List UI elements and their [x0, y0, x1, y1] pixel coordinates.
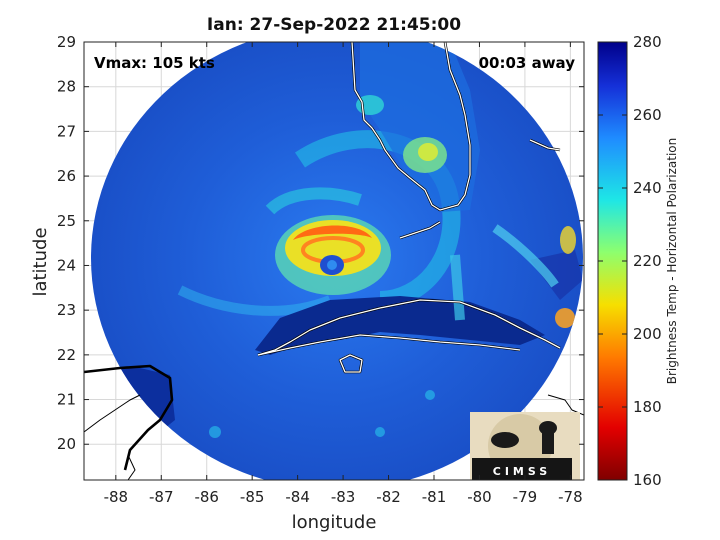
- eyewall-hot: [293, 225, 372, 240]
- colorbar: 280 260 240 220 200 180 160 Brightness Temp - …: [597, 33, 679, 489]
- cimss-logo-building: [472, 458, 572, 480]
- strait-streak: [450, 254, 465, 321]
- rainband-south: [177, 285, 332, 316]
- colorbar-tick-label: 160: [633, 471, 662, 489]
- cimss-logo-dish: [491, 432, 519, 448]
- x-tick-label: -83: [331, 488, 356, 506]
- plot-frame: [83, 41, 585, 481]
- y-tick-label: 29: [57, 33, 76, 51]
- colorbar-tick-label: 260: [633, 106, 662, 124]
- florida-land: [360, 42, 480, 212]
- colorbar-tick-label: 220: [633, 252, 662, 270]
- y-tick-label: 28: [57, 78, 76, 96]
- convection-cell: [209, 426, 221, 438]
- y-tick-label: 22: [57, 346, 76, 364]
- cimss-logo-text: CIMSS: [493, 465, 551, 478]
- x-tick-label: -82: [376, 488, 401, 506]
- x-axis: -88 -87 -86 -85 -84 -83 -82 -81 -80 -79 -78: [104, 42, 583, 506]
- y-tick-label: 23: [57, 301, 76, 319]
- y-tick-label: 27: [57, 122, 76, 140]
- x-tick-label: -80: [467, 488, 492, 506]
- x-tick-label: -88: [104, 488, 129, 506]
- bahamas-streak: [492, 224, 559, 288]
- rainband-inner: [265, 187, 362, 215]
- cimss-logo: CIMSS: [470, 412, 580, 480]
- x-tick-label: -81: [422, 488, 447, 506]
- bahamas-hot: [555, 308, 575, 328]
- bahamas-warm: [560, 226, 576, 254]
- storm-eye-core: [327, 260, 337, 270]
- vmax-label: Vmax: 105 kts: [94, 54, 215, 72]
- y-axis-label: latitude: [30, 227, 51, 296]
- y-axis: 29 28 27 26 25 24 23 22 21 20: [57, 33, 584, 453]
- florida-warm-core: [418, 143, 438, 161]
- colorbar-tick-label: 180: [633, 398, 662, 416]
- cimss-logo-tank: [539, 421, 557, 435]
- y-tick-label: 20: [57, 435, 76, 453]
- y-tick-label: 21: [57, 391, 76, 409]
- x-tick-label: -86: [194, 488, 219, 506]
- colorbar-tick-label: 200: [633, 325, 662, 343]
- x-axis-label: longitude: [292, 512, 377, 533]
- coastlines: [84, 42, 584, 480]
- x-tick-label: -85: [240, 488, 265, 506]
- bahamas-cold: [530, 250, 583, 300]
- x-tick-label: -84: [285, 488, 310, 506]
- chart-title: Ian: 27-Sep-2022 21:45:00: [207, 15, 461, 35]
- x-tick-label: -87: [149, 488, 174, 506]
- convection-cell: [425, 390, 435, 400]
- x-tick-label: -78: [558, 488, 583, 506]
- x-tick-label: -79: [513, 488, 538, 506]
- time-away-label: 00:03 away: [479, 54, 576, 72]
- colorbar-ticks: 280 260 240 220 200 180 160: [598, 33, 662, 489]
- y-tick-label: 25: [57, 212, 76, 230]
- colorbar-tick-label: 280: [633, 33, 662, 51]
- convection-cell: [375, 427, 385, 437]
- colorbar-tick-label: 240: [633, 179, 662, 197]
- y-tick-label: 24: [57, 256, 76, 274]
- y-tick-label: 26: [57, 167, 76, 185]
- colorbar-label: Brightness Temp - Horizontal Polarizatio…: [665, 138, 679, 385]
